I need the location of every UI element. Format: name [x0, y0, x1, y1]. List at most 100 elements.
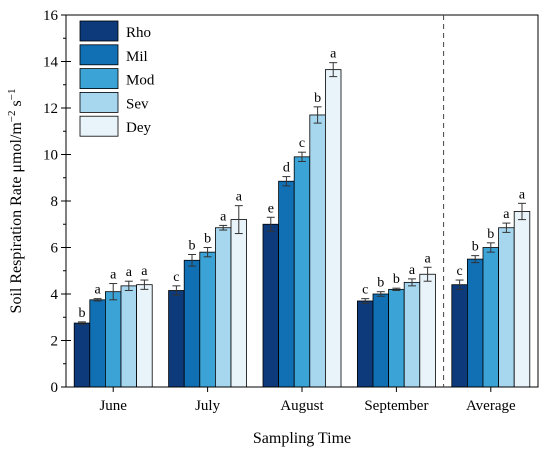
- x-axis-title: Sampling Time: [253, 430, 351, 447]
- legend-item-mil: Mil: [79, 44, 148, 66]
- y-tick-label: 2: [51, 334, 59, 350]
- legend-item-dey: Dey: [79, 115, 151, 137]
- legend-swatch-sev: [79, 92, 119, 113]
- bar-rho-august: [262, 223, 280, 388]
- bar-mil-september: [372, 293, 390, 388]
- significance-letter-dey-july: a: [236, 190, 243, 205]
- bar-sev-july: [214, 227, 232, 388]
- x-tick-label-june: June: [99, 398, 127, 414]
- error-bar-mod-july: [203, 247, 212, 258]
- bar-sev-average: [498, 227, 515, 388]
- axes-layer: 0 2 4 6 8 10 12 14 16 June July August September Aver…: [43, 8, 539, 414]
- significance-letter-rho-september: c: [362, 283, 368, 298]
- x-tick-label-july: July: [195, 398, 221, 414]
- legend-swatch-mod: [79, 68, 119, 89]
- significance-letter-mod-august: c: [299, 136, 305, 151]
- significance-letter-dey-august: a: [330, 47, 337, 62]
- y-tick-label: 6: [51, 241, 59, 257]
- significance-letter-rho-august: e: [268, 201, 274, 216]
- x-tick-label-august: August: [280, 398, 324, 414]
- significance-letter-mod-average: b: [487, 227, 494, 242]
- y-tick-label: 0: [51, 380, 59, 396]
- error-bar-mod-september: [392, 287, 401, 292]
- significance-letter-rho-july: c: [173, 270, 179, 285]
- legend-label-sev: Sev: [126, 96, 149, 112]
- error-bar-mil-september: [376, 291, 385, 297]
- significance-letter-dey-june: a: [141, 264, 148, 279]
- legend-label-dey: Dey: [126, 120, 151, 136]
- bar-mod-june: [105, 291, 122, 388]
- legend-label-rho: Rho: [126, 25, 151, 41]
- bar-rho-september: [356, 300, 374, 388]
- y-tick-label: 14: [43, 55, 59, 71]
- y-axis-title-main: Soil Respiration Rate μmol/m: [8, 122, 25, 314]
- error-bar-sev-june: [124, 280, 133, 292]
- significance-letter-mil-june: a: [94, 283, 101, 298]
- error-bar-rho-september: [361, 298, 370, 304]
- error-bar-dey-average: [518, 202, 526, 221]
- error-bar-mod-august: [298, 151, 306, 162]
- legend-item-mod: Mod: [79, 68, 155, 89]
- bar-dey-august: [324, 69, 342, 388]
- error-bar-sev-average: [502, 222, 511, 233]
- bar-mil-july: [183, 259, 201, 388]
- bar-rho-june: [73, 322, 91, 388]
- error-bar-rho-june: [78, 321, 86, 325]
- significance-letter-sev-average: a: [503, 207, 510, 222]
- significance-letter-sev-september: a: [409, 263, 416, 278]
- bar-mil-august: [278, 180, 295, 388]
- legend-swatch-mil: [79, 44, 119, 66]
- significance-letter-mil-august: d: [283, 161, 290, 176]
- bar-dey-july: [230, 219, 248, 388]
- significance-letter-mil-july: b: [189, 238, 196, 253]
- error-bar-mil-june: [93, 298, 102, 302]
- y-axis-title-middle: s: [8, 100, 25, 110]
- error-bar-mil-july: [188, 253, 196, 267]
- y-tick-label: 4: [51, 287, 59, 303]
- bar-sev-september: [403, 281, 421, 388]
- error-bar-mod-average: [486, 242, 495, 253]
- legend-item-rho: Rho: [79, 20, 151, 42]
- x-tick-label-average: Average: [466, 398, 516, 414]
- bars-layer: [73, 69, 531, 388]
- error-bar-dey-july: [234, 205, 243, 235]
- error-bar-dey-august: [329, 62, 338, 78]
- bar-mod-august: [293, 156, 311, 388]
- significance-letter-mod-july: b: [204, 232, 211, 247]
- legend-label-mod: Mod: [126, 73, 155, 89]
- legend-item-sev: Sev: [79, 92, 149, 113]
- legend-swatch-rho: [79, 20, 119, 42]
- y-tick-label: 12: [43, 101, 58, 117]
- error-bar-sev-july: [219, 224, 228, 231]
- error-bar-mil-average: [471, 255, 480, 264]
- significance-letter-mil-september: b: [377, 276, 384, 291]
- bar-dey-june: [136, 284, 153, 388]
- error-bar-rho-average: [455, 279, 464, 290]
- error-bar-sev-september: [408, 278, 416, 287]
- x-tick-label-september: September: [364, 398, 428, 414]
- bar-dey-average: [513, 211, 531, 388]
- y-tick-label: 10: [43, 148, 58, 164]
- error-bar-sev-august: [313, 106, 322, 124]
- error-bars-layer: [78, 62, 526, 325]
- bar-mil-average: [466, 258, 484, 388]
- significance-letter-mod-june: a: [110, 268, 117, 283]
- error-bar-mod-june: [109, 283, 118, 301]
- significance-letter-mod-september: b: [393, 272, 400, 287]
- y-axis-title: Soil Respiration Rate μmol/m−2 s−1: [6, 89, 25, 314]
- error-bar-rho-july: [172, 285, 181, 296]
- bar-sev-august: [309, 114, 326, 388]
- y-axis-title-exponent-2: −1: [6, 89, 18, 101]
- significance-letter-rho-june: b: [79, 306, 86, 321]
- bar-mod-september: [388, 288, 405, 388]
- error-bar-dey-september: [423, 266, 432, 282]
- bar-mil-june: [89, 299, 106, 388]
- legend: Rho Mil Mod Sev Dey: [79, 20, 155, 137]
- bar-sev-june: [120, 285, 138, 388]
- bar-rho-average: [451, 284, 468, 388]
- significance-letter-sev-june: a: [126, 265, 133, 280]
- y-tick-label: 8: [51, 194, 59, 210]
